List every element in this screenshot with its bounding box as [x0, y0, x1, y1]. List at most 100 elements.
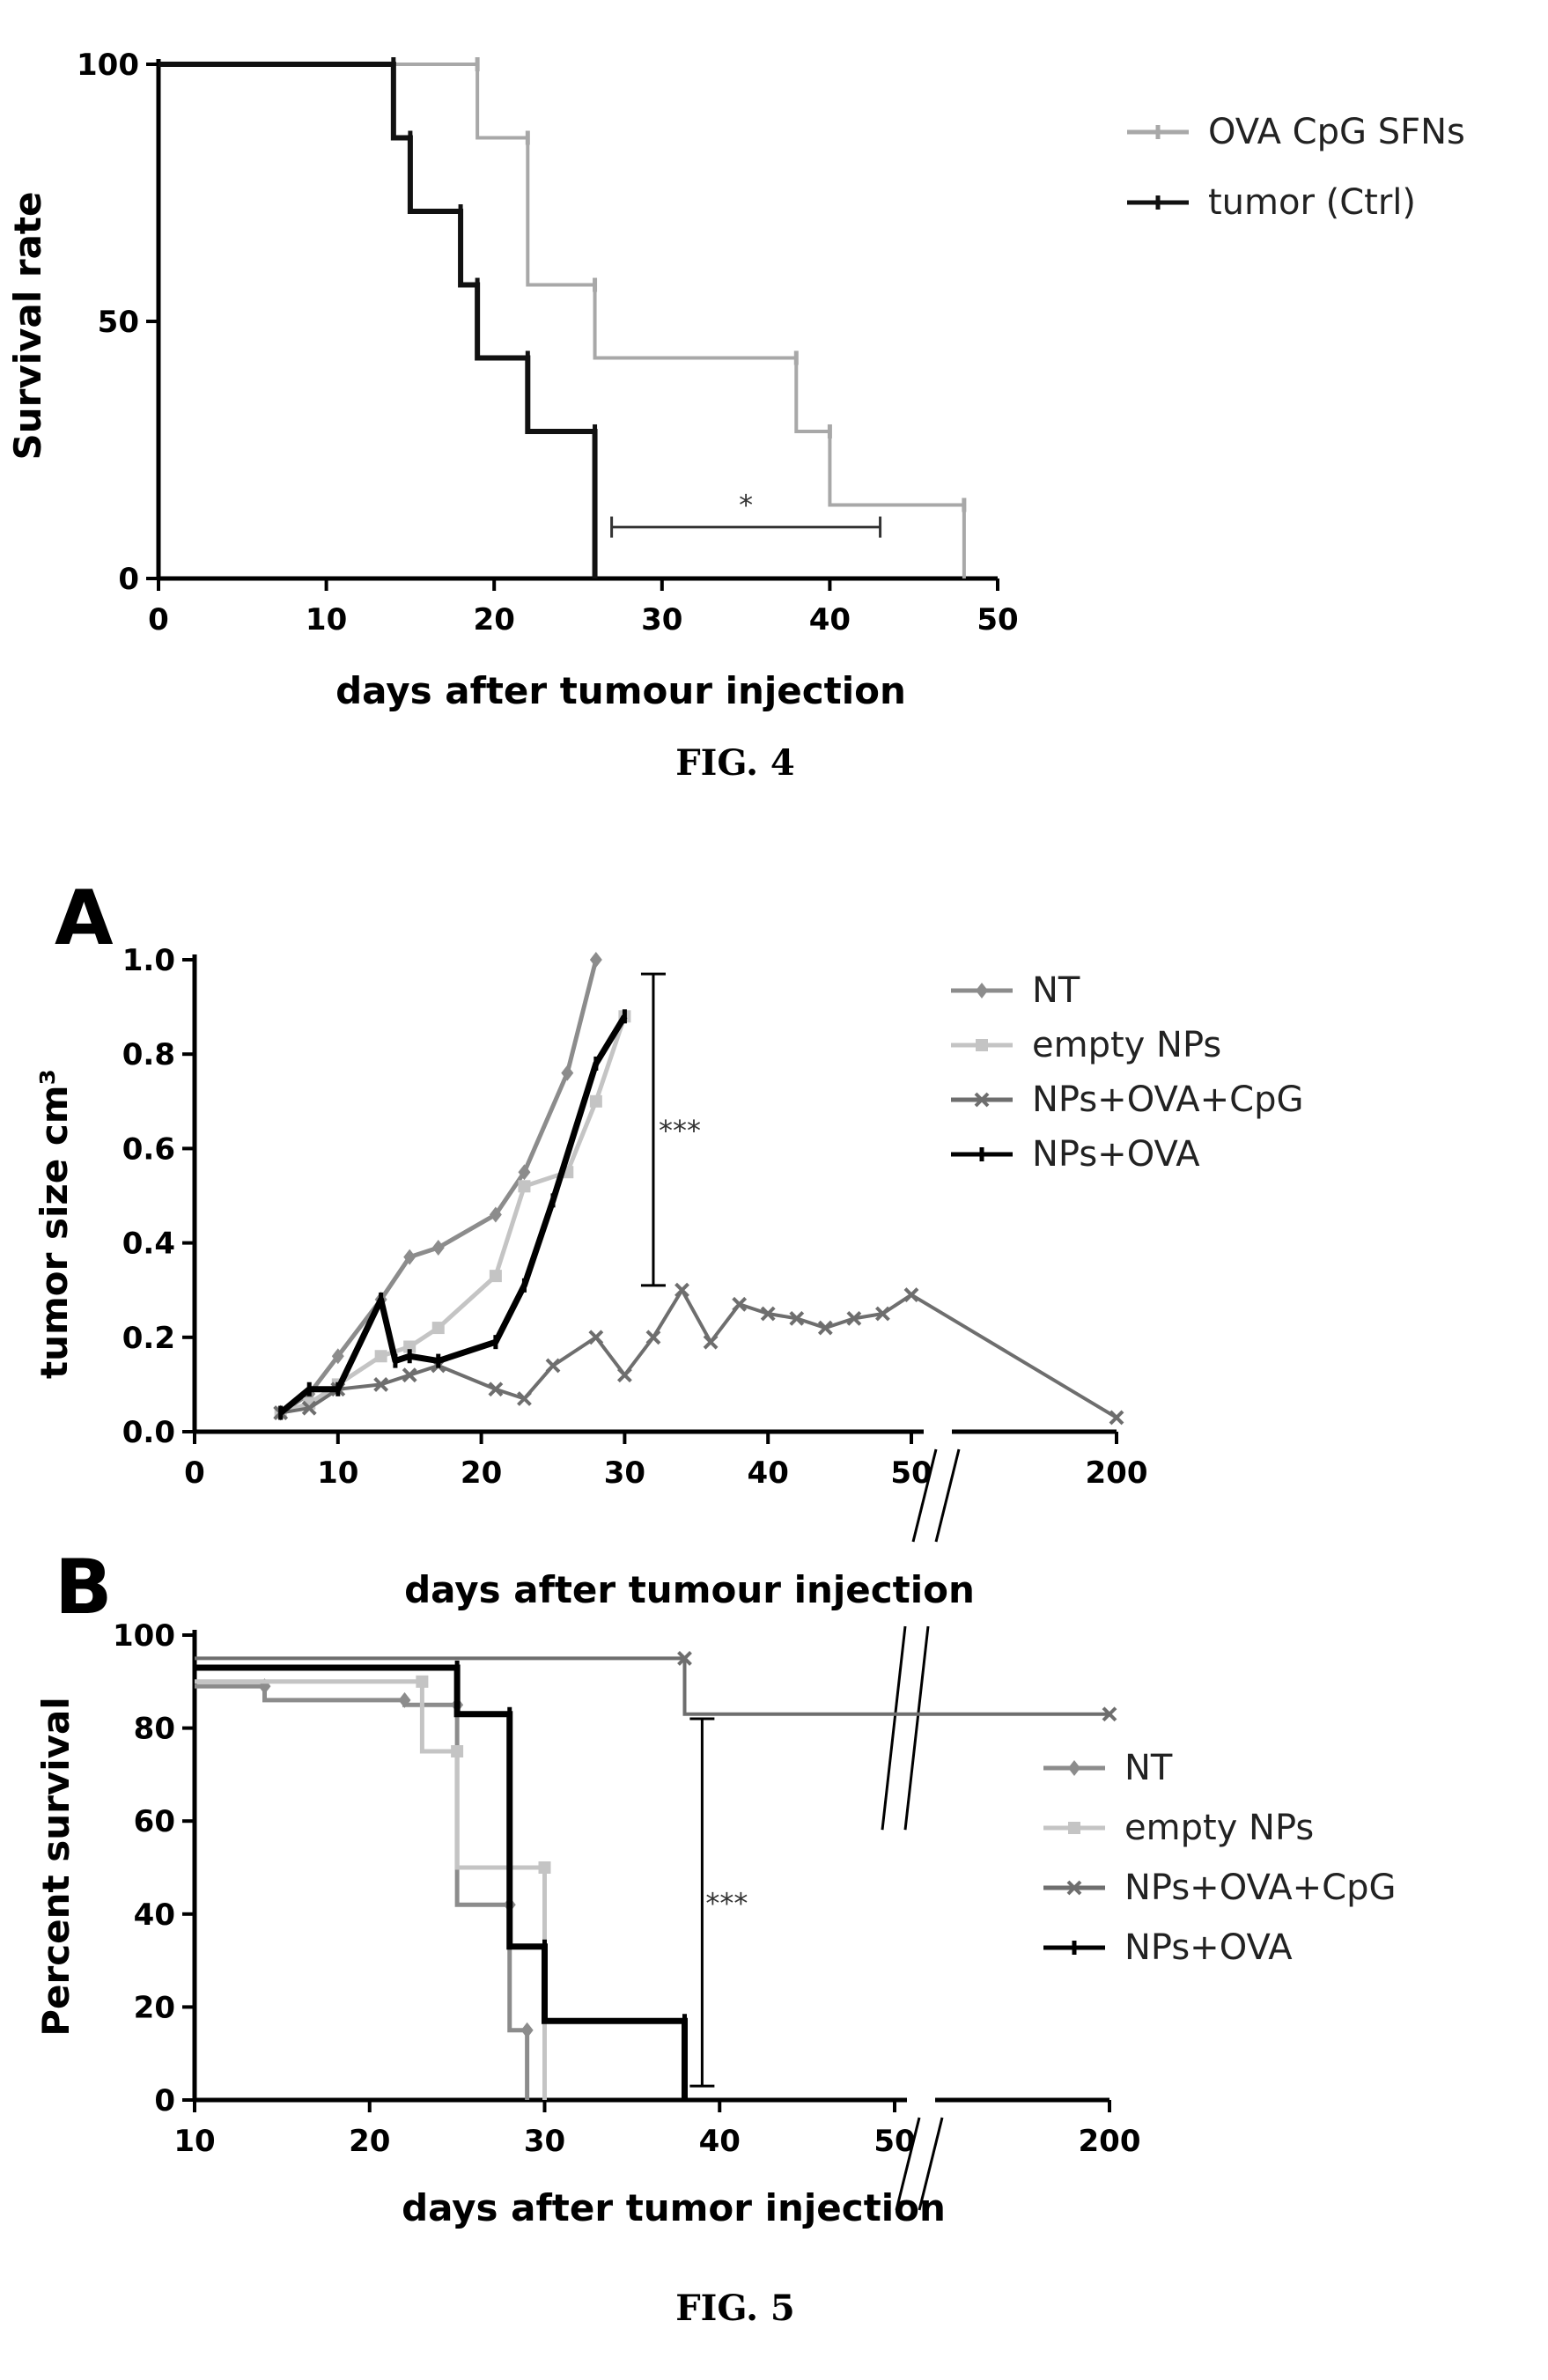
- fig5a-y-tick-label: 0.6: [122, 1131, 175, 1167]
- fig5b-axis-break-mark: [895, 2117, 921, 2211]
- fig5a-legend-label: empty NPs: [1032, 1025, 1221, 1065]
- fig5a-data-point: [817, 1320, 833, 1336]
- fig5a-x-tick-label: 50: [890, 1455, 932, 1491]
- fig5a-data-point: [301, 1400, 317, 1416]
- fig5a-legend-label: NT: [1032, 970, 1080, 1011]
- fig4-y-axis-label: Survival rate: [6, 192, 49, 461]
- fig5b-plot: 0 20 40 60 80 100 10 20 30 40 50 200 ***: [113, 1618, 1141, 2211]
- fig4-caption: FIG. 4: [675, 742, 795, 784]
- fig5b-axis-break-mark: [881, 1625, 907, 1831]
- fig4-legend: OVA CpG SFNs tumor (Ctrl): [1127, 112, 1465, 223]
- fig5a-x-tick-label: 0: [184, 1455, 205, 1491]
- fig5a-data-point: [588, 1330, 604, 1345]
- fig4-x-tick-label: 30: [641, 602, 682, 637]
- fig5a-data-point: [373, 1376, 389, 1392]
- fig5a-data-point: [402, 1367, 417, 1383]
- fig5a-series-line: [280, 1288, 1118, 1419]
- fig4-legend-label: OVA CpG SFNs: [1208, 112, 1465, 152]
- fig4-series-line: [158, 62, 598, 578]
- fig5a-y-tick-label: 0.0: [122, 1415, 175, 1450]
- fig4-y-tick-label: 0: [118, 562, 139, 597]
- fig4-x-tick-label: 20: [474, 602, 515, 637]
- fig5b-data-point: [416, 1675, 429, 1688]
- fig5b-data-point: [677, 1650, 692, 1666]
- fig5b-x-tick-label: 40: [699, 2124, 741, 2159]
- fig5b-data-point: [538, 1861, 551, 1874]
- fig5a-axis-break-mark: [934, 1448, 961, 1543]
- fig4-x-tick-label: 10: [306, 602, 347, 637]
- fig5b-legend-marker: [1068, 1822, 1080, 1834]
- fig5a-data-point: [789, 1310, 805, 1326]
- fig5-caption: FIG. 5: [675, 2288, 795, 2329]
- fig5b-y-tick-label: 80: [134, 1712, 175, 1747]
- fig4-significance-label: *: [739, 489, 753, 522]
- fig5a-data-point: [703, 1334, 719, 1350]
- fig4-plot: 0 50 100 0 10 20 30 40 50 *: [77, 48, 1019, 637]
- fig5a-axis-break-mark: [911, 1448, 938, 1543]
- fig5b-data-point: [451, 1745, 464, 1757]
- fig5a-data-point: [374, 1350, 387, 1363]
- fig5b-y-tick-label: 100: [113, 1618, 175, 1654]
- fig5b-legend: NT empty NPs NPs+OVA+CpG NPs+OVA: [1043, 1748, 1396, 1968]
- fig5b-legend-marker: [1068, 1760, 1080, 1776]
- fig5a-data-point: [518, 1164, 531, 1181]
- fig5a-data-point: [846, 1310, 862, 1326]
- fig5a-x-tick-label: 10: [317, 1455, 358, 1491]
- fig5b-series-line: [195, 1679, 547, 2100]
- fig5a-data-point: [732, 1296, 748, 1312]
- fig5a-x-axis-label: days after tumour injection: [404, 1568, 975, 1611]
- fig5a-data-point: [518, 1180, 531, 1193]
- fig5b-x-tick-label: 20: [349, 2124, 390, 2159]
- fig5a-data-point: [403, 1340, 416, 1353]
- fig4-x-tick-label: 40: [809, 602, 851, 637]
- fig5a-data-point: [331, 1348, 344, 1365]
- fig5a-legend: NT empty NPs NPs+OVA+CpG NPs+OVA: [951, 970, 1303, 1175]
- fig5b-data-point: [398, 1691, 411, 1708]
- fig5a-y-tick-label: 1.0: [122, 943, 175, 978]
- fig4-survival-chart: 0 50 100 0 10 20 30 40 50 * days after tumour inj…: [6, 48, 1465, 784]
- panel-b-letter: B: [55, 1544, 113, 1632]
- fig5a-significance-label: ***: [659, 1114, 701, 1147]
- fig5a-data-point: [545, 1358, 561, 1374]
- fig5a-data-point: [760, 1306, 776, 1322]
- fig5a-data-point: [875, 1306, 890, 1322]
- panel-a-letter: A: [55, 874, 114, 962]
- fig5a-plot: 0.0 0.2 0.4 0.6 0.8 1.0 0 10 20 30 40 50 200 ***: [122, 943, 1147, 1543]
- fig5b-y-tick-label: 60: [134, 1804, 175, 1839]
- fig5a-data-point: [589, 952, 602, 968]
- fig5b-legend-marker: [1066, 1880, 1082, 1896]
- fig5a-data-point: [903, 1287, 919, 1302]
- fig5b-significance-label: ***: [705, 1887, 748, 1920]
- fig5a-y-tick-label: 0.4: [122, 1227, 175, 1262]
- fig5b-series-line: [195, 1656, 1109, 1716]
- fig5b-x-tick-label: 200: [1079, 2124, 1141, 2159]
- fig5b-x-axis-label: days after tumor injection: [402, 2186, 946, 2229]
- fig5a-data-point: [561, 1065, 574, 1081]
- fig5a-y-axis-label: tumor size cm³: [33, 1069, 76, 1379]
- fig5b-axis-break-mark: [918, 2117, 944, 2211]
- fig5a-tumor-growth-chart: A 0.0 0.2 0.4 0.6 0.8 1.0 0 10 20 30 40 50 200 *** da…: [33, 874, 1303, 1611]
- fig5b-x-tick-label: 30: [524, 2124, 565, 2159]
- fig5a-legend-marker: [974, 1092, 990, 1108]
- fig5a-data-point: [674, 1282, 689, 1298]
- fig5b-x-tick-label: 50: [874, 2124, 915, 2159]
- fig5a-data-point: [645, 1330, 661, 1345]
- fig5a-y-tick-label: 0.8: [122, 1037, 175, 1072]
- fig5a-data-point: [1109, 1410, 1124, 1426]
- fig5b-y-tick-label: 0: [154, 2083, 175, 2118]
- fig5a-y-tick-label: 0.2: [122, 1321, 175, 1356]
- fig4-y-tick-label: 100: [77, 48, 139, 83]
- fig5a-legend-marker: [976, 1039, 988, 1051]
- fig5b-y-tick-label: 40: [134, 1897, 175, 1933]
- fig4-series-line: [158, 63, 966, 578]
- fig5a-x-tick-label: 20: [461, 1455, 502, 1491]
- fig5a-data-point: [589, 1094, 602, 1108]
- fig5a-legend-marker: [976, 983, 988, 998]
- fig5b-legend-label: empty NPs: [1124, 1808, 1314, 1848]
- fig5b-x-tick-label: 10: [173, 2124, 215, 2159]
- fig5b-survival-chart: B 0 20 40 60 80 100 10 20 30 40 50 200 *** days afte…: [34, 1544, 1396, 2329]
- fig5b-y-tick-label: 20: [134, 1990, 175, 2025]
- fig5a-x-tick-label: 40: [748, 1455, 789, 1491]
- fig5a-legend-label: NPs+OVA+CpG: [1032, 1079, 1303, 1120]
